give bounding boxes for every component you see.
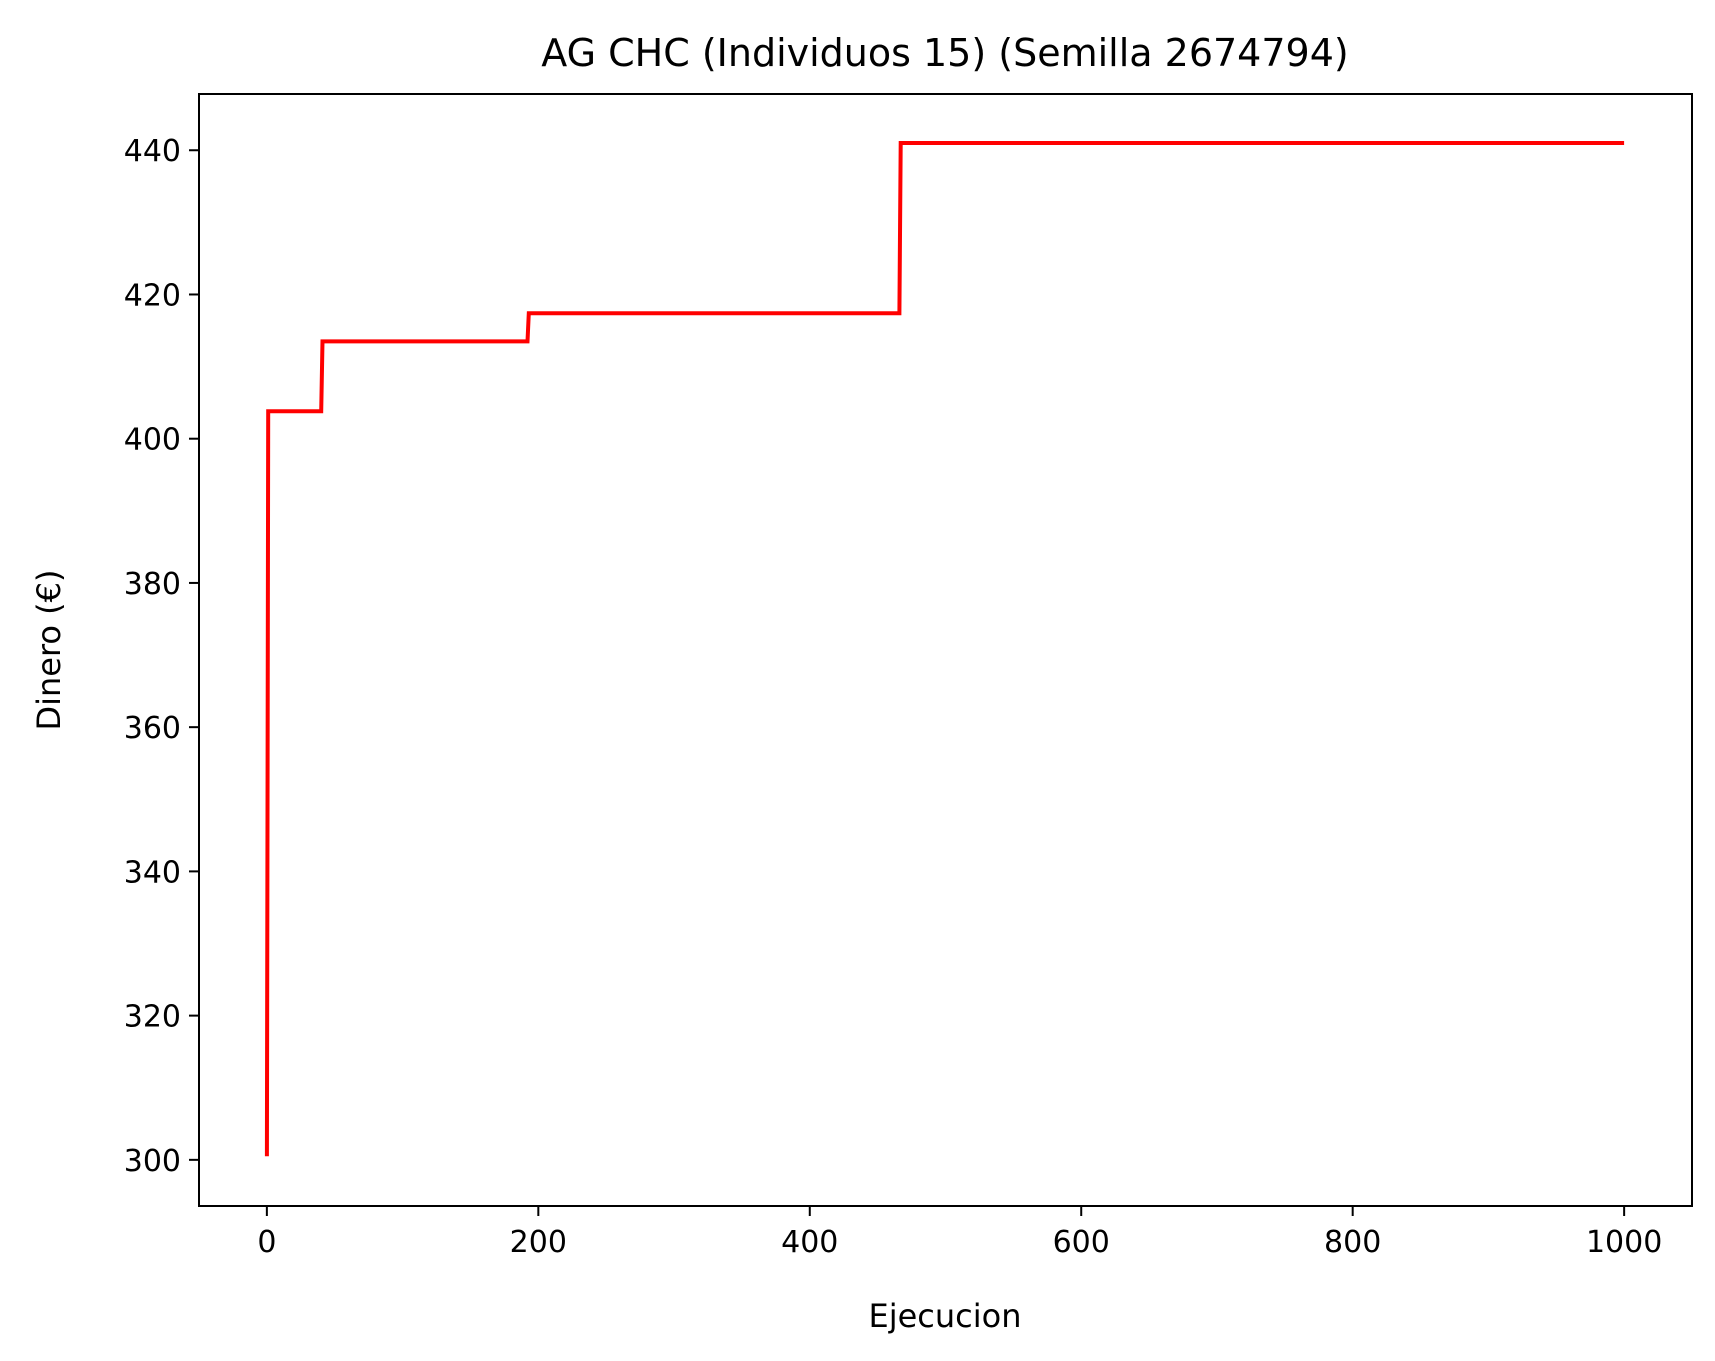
x-tick-label: 200	[510, 1225, 567, 1260]
y-tick-label: 340	[124, 855, 181, 890]
y-tick-label: 300	[124, 1144, 181, 1179]
x-tick-label: 800	[1324, 1225, 1381, 1260]
y-tick-label: 440	[124, 134, 181, 169]
series-line	[264, 141, 1625, 1157]
y-axis: 300 320 340 360 380 400 420 440	[124, 134, 199, 1179]
x-tick-label: 600	[1053, 1225, 1110, 1260]
x-tick-label: 1000	[1586, 1225, 1662, 1260]
x-axis: 0 200 400 600 800 1000	[257, 1206, 1662, 1260]
x-axis-label: Ejecucion	[868, 1297, 1021, 1335]
y-tick-label: 360	[124, 711, 181, 746]
y-axis-label: Dinero (€)	[30, 569, 68, 730]
plot-frame	[198, 93, 1693, 1207]
x-tick-label: 400	[781, 1225, 838, 1260]
x-tick-label: 0	[257, 1225, 276, 1260]
plot-area	[264, 141, 1625, 1157]
chart-title: AG CHC (Individuos 15) (Semilla 2674794)	[541, 31, 1348, 75]
y-tick-label: 420	[124, 278, 181, 313]
y-tick-label: 320	[124, 1000, 181, 1035]
y-tick-label: 400	[124, 423, 181, 458]
y-tick-label: 380	[124, 567, 181, 602]
